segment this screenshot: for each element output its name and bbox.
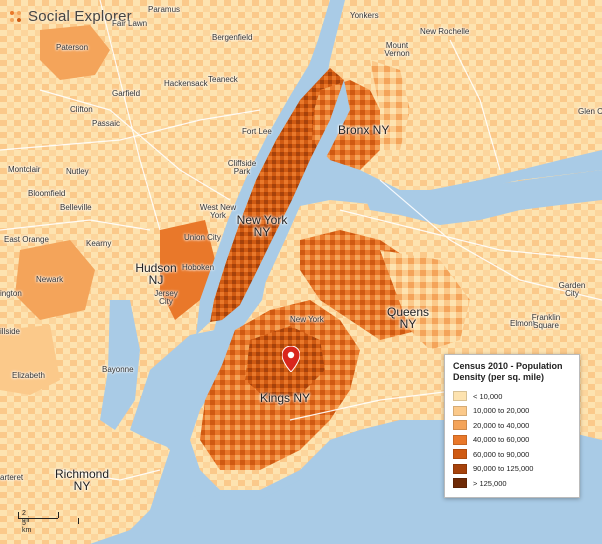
place-label: Cliffside Park	[227, 159, 257, 176]
legend-item: 60,000 to 90,000	[453, 447, 571, 462]
hudson-cluster	[160, 220, 215, 320]
place-label: arteret	[0, 473, 24, 482]
brand-name: Social Explorer	[28, 8, 132, 25]
legend-swatch	[453, 478, 467, 489]
bronx-east-area	[370, 60, 410, 150]
jamaica-bay	[330, 420, 480, 460]
location-pin-icon[interactable]	[282, 346, 300, 372]
place-label: Garfield	[112, 89, 141, 98]
place-label: Teaneck	[208, 75, 238, 84]
place-label: Nutley	[66, 167, 89, 176]
place-label: West New York	[199, 203, 237, 220]
legend-item-label: 60,000 to 90,000	[473, 449, 530, 459]
elizabeth-cluster	[0, 325, 60, 395]
legend-item: 20,000 to 40,000	[453, 418, 571, 433]
place-label: Union City	[184, 233, 221, 242]
place-label: Hoboken	[182, 263, 215, 272]
legend-swatch	[453, 463, 467, 474]
place-label: New Rochelle	[420, 27, 470, 36]
place-label: Bayonne	[102, 365, 134, 374]
place-label: illside	[0, 327, 21, 336]
scale-miles-label: 2 mi	[22, 510, 30, 524]
paterson-cluster	[40, 25, 110, 80]
roads	[0, 0, 602, 481]
place-label: Passaic	[92, 119, 121, 128]
place-label: Fair Lawn	[112, 19, 148, 28]
place-label: Clifton	[70, 105, 93, 114]
place-label: ington	[0, 289, 22, 298]
legend-item-label: 10,000 to 20,000	[473, 406, 530, 416]
place-label: Paramus	[148, 5, 181, 14]
place-label: Yonkers	[350, 11, 379, 20]
place-label: Bergenfield	[212, 33, 253, 42]
map-legend: Census 2010 - Population Density (per sq…	[444, 354, 580, 498]
place-label: Mount Vernon	[384, 41, 410, 58]
newark-bay	[100, 300, 140, 430]
place-label-borough: New York NY	[236, 213, 288, 239]
social-explorer-logo-icon	[10, 10, 21, 22]
place-label: Glen Co	[578, 107, 602, 116]
place-label: Jersey City	[154, 289, 178, 306]
legend-item: > 125,000	[453, 476, 571, 491]
place-label: Elizabeth	[12, 371, 45, 380]
legend-swatch	[453, 420, 467, 431]
brand-logo[interactable]: Social Explorer	[8, 8, 132, 25]
hudson-river	[196, 0, 345, 335]
place-label: East Orange	[4, 235, 49, 244]
legend-item: < 10,000	[453, 389, 571, 404]
place-label: Bloomfield	[28, 189, 66, 198]
place-label-borough: Kings NY	[260, 391, 311, 405]
scale-km-label: 5 km	[22, 520, 32, 534]
place-label-borough: Queens NY	[386, 305, 430, 331]
place-label: Elmont	[510, 319, 535, 328]
legend-title: Census 2010 - Population Density (per sq…	[453, 361, 563, 382]
place-label: Paterson	[56, 43, 89, 52]
place-label: Garden City	[558, 281, 586, 298]
legend-swatch	[453, 391, 467, 402]
place-label: Montclair	[8, 165, 41, 174]
legend-swatch	[453, 449, 467, 460]
staten-island-land	[20, 420, 170, 544]
legend-swatch	[453, 405, 467, 416]
place-label: Newark	[36, 275, 64, 284]
legend-item: 90,000 to 125,000	[453, 462, 571, 477]
queens-mid-area	[380, 250, 470, 350]
legend-item-label: 40,000 to 60,000	[473, 435, 530, 445]
place-label: New York	[290, 315, 324, 324]
place-label: Hackensack	[164, 79, 208, 88]
place-label-borough: Richmond NY	[54, 467, 110, 493]
manhattan-land	[210, 68, 344, 322]
place-label-county: Hudson NJ	[135, 261, 177, 287]
east-river	[240, 80, 350, 315]
place-label: Belleville	[60, 203, 92, 212]
legend-item-label: 90,000 to 125,000	[473, 464, 534, 474]
place-label: Franklin Square	[531, 313, 561, 330]
legend-item-label: > 125,000	[473, 478, 507, 488]
place-label: Fort Lee	[242, 127, 272, 136]
upper-bay	[130, 330, 225, 450]
legend-swatch	[453, 434, 467, 445]
long-island-sound	[360, 170, 602, 225]
legend-item-label: < 10,000	[473, 391, 503, 401]
newark-cluster	[15, 240, 95, 320]
place-label: Kearny	[86, 239, 112, 248]
legend-item: 10,000 to 20,000	[453, 404, 571, 419]
place-label-borough: Bronx NY	[338, 123, 390, 137]
legend-item: 40,000 to 60,000	[453, 433, 571, 448]
legend-item-label: 20,000 to 40,000	[473, 420, 530, 430]
